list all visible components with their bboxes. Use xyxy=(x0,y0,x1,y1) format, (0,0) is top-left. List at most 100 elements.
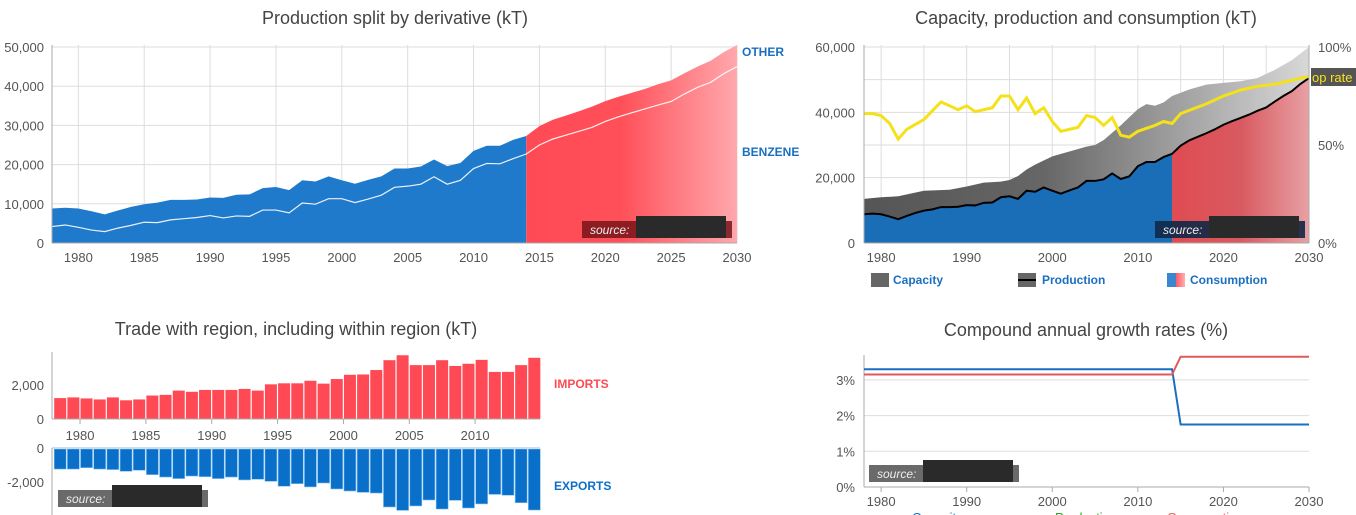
export-bar xyxy=(106,448,120,470)
export-bar xyxy=(475,448,488,505)
export-bar xyxy=(330,448,344,490)
y2-tick-label: 50% xyxy=(1318,138,1344,153)
source-redaction xyxy=(636,216,726,238)
import-bar xyxy=(488,371,501,419)
export-bar xyxy=(198,448,212,478)
source-redaction xyxy=(112,485,202,507)
legend-consumption[interactable]: Consumption xyxy=(1190,273,1267,287)
legend-capacity-swatch xyxy=(871,273,889,287)
import-bar xyxy=(93,399,106,419)
op-rate-label: op rate xyxy=(1312,70,1352,85)
y-tick-label: 60,000 xyxy=(815,40,855,55)
x-tick-label: 2010 xyxy=(459,250,488,265)
x-tick-label: 1990 xyxy=(197,428,226,443)
x-tick-label: 1980 xyxy=(64,250,93,265)
export-bar xyxy=(409,448,423,507)
label-imports: IMPORTS xyxy=(554,377,609,391)
import-bar xyxy=(343,374,356,419)
source-label: source: xyxy=(877,467,916,481)
y2-tick-label: 0% xyxy=(1318,236,1337,251)
export-bar xyxy=(383,448,396,508)
x-tick-label: 2005 xyxy=(393,250,422,265)
imports-y-tick-label: 2,000 xyxy=(11,378,44,393)
y-tick-label: 40,000 xyxy=(4,79,44,94)
export-bar xyxy=(264,448,278,482)
import-bar xyxy=(370,370,383,419)
y-tick-label: 20,000 xyxy=(815,171,855,186)
x-tick-label: 1995 xyxy=(263,428,292,443)
import-bar xyxy=(449,365,462,419)
export-bar xyxy=(343,448,357,492)
export-bar xyxy=(159,448,172,478)
import-bar xyxy=(330,379,343,419)
import-bar xyxy=(409,365,422,419)
y-tick-label: 30,000 xyxy=(4,118,44,133)
import-bar xyxy=(133,399,146,419)
benzene-boundary-line xyxy=(51,66,738,233)
export-bar xyxy=(172,448,186,479)
import-bar xyxy=(159,394,172,419)
export-bar xyxy=(290,448,304,485)
imports-y-tick-label: 0 xyxy=(37,412,44,427)
export-bar xyxy=(369,448,383,494)
import-bar xyxy=(515,365,528,419)
import-bar xyxy=(278,383,291,419)
y-tick-label: 10,000 xyxy=(4,197,44,212)
consumption-forecast-area xyxy=(1172,78,1309,244)
import-bar xyxy=(225,389,238,419)
y-tick-label: 3% xyxy=(836,373,855,388)
chart3-title: Trade with region, including within regi… xyxy=(115,319,478,339)
chart1-title: Production split by derivative (kT) xyxy=(262,8,528,28)
import-bar xyxy=(317,383,330,419)
import-bar xyxy=(120,400,133,419)
import-bar xyxy=(185,391,198,419)
x-tick-label: 2030 xyxy=(1295,250,1324,265)
x-tick-label: 2030 xyxy=(1295,494,1324,509)
source-redaction xyxy=(923,460,1013,482)
cagr-line-consumption xyxy=(864,355,1309,376)
export-bar xyxy=(53,448,67,470)
x-tick-label: 1985 xyxy=(130,250,159,265)
export-bar xyxy=(304,448,317,488)
export-bar xyxy=(80,448,93,469)
x-tick-label: 2015 xyxy=(525,250,554,265)
source-label: source: xyxy=(590,223,629,237)
x-tick-label: 1995 xyxy=(261,250,290,265)
x-tick-label: 1990 xyxy=(952,250,981,265)
export-bar xyxy=(251,448,265,480)
export-bar xyxy=(501,448,515,496)
forecast-area xyxy=(526,45,737,243)
chart2-title: Capacity, production and consumption (kT… xyxy=(915,8,1257,28)
import-bar xyxy=(251,390,264,419)
legend-capacity[interactable]: Capacity xyxy=(893,273,943,287)
import-bar xyxy=(304,380,317,419)
x-tick-label: 1990 xyxy=(196,250,225,265)
legend-production[interactable]: Production xyxy=(1055,510,1117,515)
import-bar xyxy=(396,355,409,419)
legend-production[interactable]: Production xyxy=(1042,273,1105,287)
x-tick-label: 2020 xyxy=(1209,250,1238,265)
x-tick-label: 2000 xyxy=(1038,250,1067,265)
export-bar xyxy=(462,448,475,509)
export-bar xyxy=(396,448,409,511)
export-bar xyxy=(277,448,291,487)
import-bar xyxy=(357,374,370,419)
import-bar xyxy=(501,371,514,419)
import-bar xyxy=(67,397,80,419)
export-bar xyxy=(317,448,330,484)
legend-consumption[interactable]: Consumption xyxy=(1167,510,1244,515)
x-tick-label: 1985 xyxy=(131,428,160,443)
import-bar xyxy=(80,398,93,419)
x-tick-label: 2020 xyxy=(1209,494,1238,509)
legend-capacity[interactable]: Capacity xyxy=(912,510,963,515)
cagr-line-capacity xyxy=(864,368,1309,426)
export-bar xyxy=(238,448,251,481)
import-bar xyxy=(462,363,475,419)
import-bar xyxy=(238,388,251,419)
x-tick-label: 1980 xyxy=(867,494,896,509)
import-bar xyxy=(264,384,277,419)
import-bar xyxy=(146,395,159,419)
y-tick-label: 50,000 xyxy=(4,40,44,55)
import-bar xyxy=(199,389,212,419)
